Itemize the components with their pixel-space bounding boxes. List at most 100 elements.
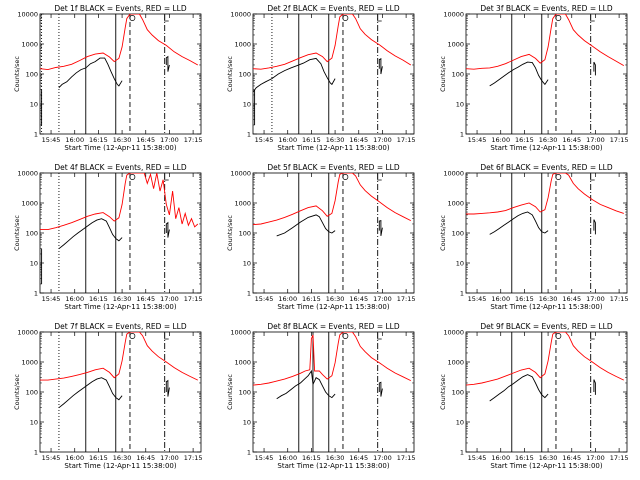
y-tick-label: 100 [239, 388, 251, 396]
x-tick-label: 16:45 [136, 136, 155, 144]
y-tick-label: 10 [30, 418, 38, 426]
series-events [276, 214, 336, 237]
saa-marker-icon [164, 333, 169, 340]
series-events-fragment [378, 219, 383, 236]
y-tick-label: 10000 [230, 169, 251, 177]
y-tick-label: 10 [30, 259, 38, 267]
series-lld [40, 332, 198, 381]
x-tick-label: 15:45 [255, 295, 274, 303]
x-tick-label: 16:45 [349, 136, 368, 144]
plot-frame [39, 172, 202, 294]
x-axis-label: Start Time (12-Apr-11 15:38:00) [277, 462, 389, 470]
y-tick-label: 1000 [21, 358, 38, 366]
x-axis-label: Start Time (12-Apr-11 15:38:00) [490, 303, 602, 311]
x-axis-label: Start Time (12-Apr-11 15:38:00) [277, 144, 389, 152]
y-tick-label: 1000 [234, 358, 251, 366]
series-lld [466, 332, 624, 386]
y-tick-label: 10000 [17, 328, 38, 336]
x-tick-label: 16:15 [515, 454, 534, 462]
x-tick-label: 16:00 [278, 136, 297, 144]
x-tick-label: 16:00 [65, 454, 84, 462]
panel-2f: Det 2f BLACK = Events, RED = LLD 1 10 100 10… [226, 4, 415, 152]
panel-title: Det 1f BLACK = Events, RED = LLD [54, 4, 187, 13]
flare-marker-icon [342, 15, 349, 21]
x-axis-label: Start Time (12-Apr-11 15:38:00) [490, 144, 602, 152]
y-tick-label: 1 [460, 448, 464, 456]
y-tick-label: 10 [243, 418, 251, 426]
x-tick-label: 16:30 [326, 136, 345, 144]
saa-marker-icon [590, 174, 595, 181]
x-tick-label: 17:00 [373, 454, 392, 462]
x-tick-label: 17:15 [184, 136, 203, 144]
x-tick-label: 16:00 [278, 295, 297, 303]
x-tick-label: 17:15 [397, 454, 416, 462]
x-tick-label: 17:15 [610, 136, 629, 144]
x-tick-label: 16:00 [491, 136, 510, 144]
y-tick-label: 1000 [447, 358, 464, 366]
saa-marker-icon [377, 174, 382, 181]
x-tick-label: 15:45 [42, 295, 61, 303]
x-axis-label: Start Time (12-Apr-11 15:38:00) [64, 144, 176, 152]
plot-frame [252, 172, 415, 294]
flare-marker-icon [129, 333, 136, 339]
series-lld [40, 14, 199, 71]
panel-title: Det 2f BLACK = Events, RED = LLD [267, 4, 400, 13]
series-events-fragment [593, 379, 596, 395]
x-tick-label: 16:45 [136, 454, 155, 462]
x-axis-label: Start Time (12-Apr-11 15:38:00) [277, 303, 389, 311]
x-tick-label: 16:15 [89, 295, 108, 303]
y-tick-label: 1 [34, 130, 38, 138]
y-tick-label: 100 [26, 70, 38, 78]
y-tick-label: 1 [34, 448, 38, 456]
saa-marker-icon [164, 174, 169, 181]
plot-frame [39, 331, 202, 453]
panel-title: Det 6f BLACK = Events, RED = LLD [480, 163, 613, 172]
x-tick-label: 16:45 [562, 295, 581, 303]
y-tick-label: 10000 [443, 169, 464, 177]
series-events-fragment [593, 61, 596, 76]
x-tick-label: 17:00 [373, 295, 392, 303]
flare-marker-icon [129, 15, 136, 21]
x-tick-label: 17:15 [184, 295, 203, 303]
series-events-fragment [165, 221, 170, 238]
y-tick-label: 1 [247, 289, 251, 297]
x-tick-label: 16:15 [302, 454, 321, 462]
x-tick-label: 16:45 [349, 454, 368, 462]
panel-9f: Det 9f BLACK = Events, RED = LLD 1 10 100 10… [439, 322, 628, 470]
y-tick-label: 1 [247, 448, 251, 456]
series-events-fragment [165, 379, 170, 397]
series-events-fragment [165, 55, 170, 72]
series-lld [253, 14, 412, 70]
x-tick-label: 15:45 [468, 454, 487, 462]
panel-5f: Det 5f BLACK = Events, RED = LLD 1 10 100 10… [226, 163, 415, 311]
series-lld [466, 173, 624, 215]
panel-title: Det 9f BLACK = Events, RED = LLD [480, 322, 613, 331]
x-tick-label: 17:00 [586, 136, 605, 144]
x-tick-label: 17:15 [610, 295, 629, 303]
saa-marker-icon [377, 333, 382, 340]
x-tick-label: 16:30 [326, 454, 345, 462]
panel-7f: Det 7f BLACK = Events, RED = LLD 1 10 100 10… [13, 322, 202, 470]
x-tick-label: 16:45 [136, 295, 155, 303]
panel-4f: Det 4f BLACK = Events, RED = LLD 1 10 100 10… [13, 163, 202, 311]
y-tick-label: 10 [456, 100, 464, 108]
plot-frame [465, 13, 628, 135]
panel-title: Det 4f BLACK = Events, RED = LLD [54, 163, 187, 172]
series-events [58, 377, 123, 409]
x-tick-label: 16:00 [65, 136, 84, 144]
panel-3f: Det 3f BLACK = Events, RED = LLD 1 10 100 10… [439, 4, 628, 152]
series-lld [466, 14, 625, 70]
panel-title: Det 3f BLACK = Events, RED = LLD [480, 4, 613, 13]
y-tick-label: 10000 [17, 10, 38, 18]
x-tick-label: 16:00 [491, 454, 510, 462]
flare-marker-icon [555, 174, 562, 180]
y-axis-label: Counts/sec [439, 215, 447, 251]
panel-8f: Det 8f BLACK = Events, RED = LLD 1 10 100 10… [226, 322, 415, 470]
x-tick-label: 17:00 [160, 295, 179, 303]
x-tick-label: 17:00 [373, 136, 392, 144]
flare-marker-icon [555, 15, 562, 21]
y-tick-label: 1000 [447, 199, 464, 207]
y-tick-label: 100 [26, 388, 38, 396]
y-tick-label: 10000 [17, 169, 38, 177]
